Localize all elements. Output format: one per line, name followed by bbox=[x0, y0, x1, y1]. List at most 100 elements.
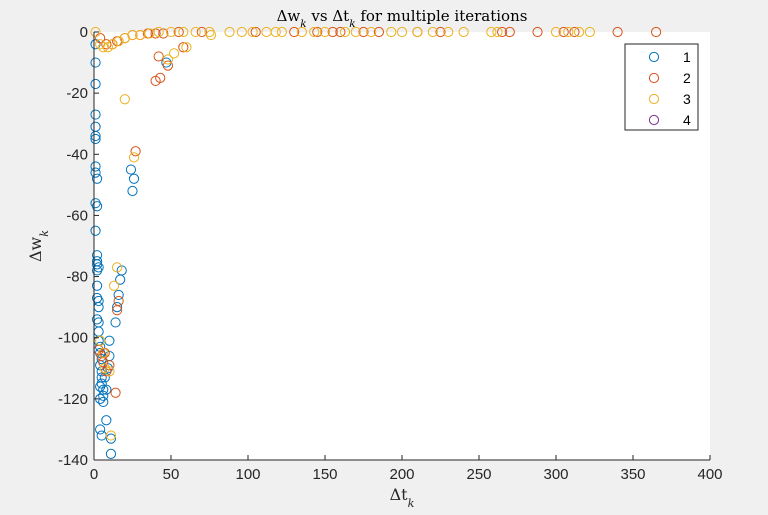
x-tick-label: 250 bbox=[466, 466, 491, 483]
data-point-series-1 bbox=[91, 173, 103, 184]
data-point-series-3 bbox=[162, 54, 174, 65]
legend-label-3: 3 bbox=[683, 91, 691, 107]
data-point-series-2 bbox=[504, 26, 515, 38]
data-point-series-1 bbox=[161, 57, 172, 68]
data-point-series-3 bbox=[112, 262, 123, 273]
data-point-series-2 bbox=[435, 26, 446, 38]
data-point-series-3 bbox=[296, 26, 307, 38]
x-tick-label: 100 bbox=[235, 466, 260, 483]
data-point-series-3 bbox=[98, 347, 109, 359]
data-point-series-3 bbox=[178, 26, 189, 38]
data-point-series-3 bbox=[339, 26, 351, 38]
data-point-series-3 bbox=[104, 366, 115, 377]
x-tick-label: 350 bbox=[620, 466, 645, 483]
data-point-series-1 bbox=[91, 314, 103, 325]
data-point-series-1 bbox=[98, 390, 109, 401]
y-tick-label: -80 bbox=[66, 269, 88, 286]
data-point-series-3 bbox=[366, 26, 377, 38]
data-point-series-2 bbox=[196, 26, 207, 38]
data-point-series-3 bbox=[309, 26, 320, 38]
data-point-series-1 bbox=[128, 173, 140, 184]
data-point-series-3 bbox=[443, 26, 454, 38]
data-point-series-3 bbox=[119, 94, 130, 105]
legend-marker-1 bbox=[648, 51, 660, 63]
data-point-series-1 bbox=[127, 185, 138, 197]
y-tick-label: -140 bbox=[58, 452, 88, 469]
y-tick-label: -40 bbox=[66, 146, 88, 163]
data-point-series-1 bbox=[90, 225, 101, 236]
y-tick-label: -60 bbox=[66, 207, 88, 224]
data-point-series-2 bbox=[358, 26, 369, 38]
data-point-series-2 bbox=[130, 146, 141, 157]
data-point-series-2 bbox=[155, 72, 166, 83]
data-point-series-1 bbox=[125, 164, 137, 175]
ticks: 0 50 100 150 200 250 300 350 400 0 -20 -40 -60 -80 -10… bbox=[58, 24, 723, 483]
legend-label-4: 4 bbox=[683, 112, 691, 128]
data-point-series-3 bbox=[205, 29, 217, 41]
data-point-series-1 bbox=[90, 57, 101, 68]
data-point-series-3 bbox=[486, 26, 497, 38]
data-point-series-3 bbox=[350, 26, 361, 38]
data-point-series-1 bbox=[105, 448, 117, 459]
data-point-series-2 bbox=[96, 350, 107, 362]
data-point-series-3 bbox=[458, 26, 469, 38]
data-point-series-2 bbox=[162, 60, 174, 71]
data-point-series-3 bbox=[563, 26, 574, 38]
y-tick-label: -100 bbox=[58, 330, 88, 347]
legend: 1 2 3 4 bbox=[624, 43, 699, 131]
data-point-series-2 bbox=[158, 28, 169, 39]
data-point-series-3 bbox=[90, 26, 101, 38]
legend-marker-2 bbox=[648, 72, 660, 84]
data-point-series-3 bbox=[113, 36, 124, 47]
data-point-series-3 bbox=[181, 42, 192, 53]
data-point-series-3 bbox=[247, 26, 258, 38]
data-point-series-3 bbox=[492, 26, 503, 38]
data-point-series-1 bbox=[95, 347, 106, 359]
data-point-series-3 bbox=[319, 26, 331, 38]
data-point-series-1 bbox=[98, 384, 109, 395]
data-point-series-3 bbox=[396, 26, 408, 38]
data-point-series-3 bbox=[153, 26, 164, 38]
data-point-series-2 bbox=[558, 26, 569, 38]
x-axis-label: Δtk bbox=[390, 485, 415, 510]
data-point-series-1 bbox=[91, 280, 103, 291]
y-tick-label: -120 bbox=[58, 391, 88, 408]
data-point-series-3 bbox=[412, 26, 423, 38]
legend-label-1: 1 bbox=[683, 49, 691, 65]
data-point-series-3 bbox=[386, 26, 397, 38]
data-point-series-1 bbox=[95, 381, 106, 392]
x-tick-label: 300 bbox=[543, 466, 568, 483]
data-point-series-3 bbox=[128, 152, 140, 163]
legend-label-2: 2 bbox=[683, 70, 691, 86]
data-point-series-2 bbox=[153, 51, 164, 62]
data-point-series-3 bbox=[276, 26, 287, 38]
data-point-series-3 bbox=[224, 26, 235, 38]
data-point-series-2 bbox=[373, 26, 384, 38]
data-point-series-3 bbox=[98, 42, 109, 53]
x-tick-label: 50 bbox=[163, 466, 180, 483]
data-point-series-3 bbox=[236, 26, 247, 38]
data-point-series-2 bbox=[101, 366, 112, 377]
data-point-series-3 bbox=[168, 48, 180, 59]
data-point-series-1 bbox=[90, 133, 101, 145]
x-tick-label: 150 bbox=[312, 466, 337, 483]
data-point-series-2 bbox=[612, 26, 623, 38]
data-point-series-1 bbox=[91, 265, 103, 276]
data-point-series-2 bbox=[532, 26, 543, 38]
data-point-series-1 bbox=[90, 109, 101, 120]
data-point-series-3 bbox=[107, 39, 118, 50]
data-point-series-3 bbox=[574, 26, 585, 38]
data-point-series-1 bbox=[90, 78, 101, 90]
chart-title: Δwk vs Δtk for multiple iterations bbox=[277, 7, 528, 30]
x-tick-label: 200 bbox=[389, 466, 414, 483]
data-point-series-1 bbox=[91, 201, 103, 212]
data-point-series-1 bbox=[98, 396, 109, 408]
series-layer bbox=[90, 26, 662, 459]
data-point-series-2 bbox=[312, 26, 323, 38]
data-point-series-3 bbox=[127, 29, 138, 41]
data-point-series-3 bbox=[204, 26, 215, 38]
data-point-series-3 bbox=[105, 430, 117, 441]
y-tick-label: -20 bbox=[66, 85, 88, 102]
data-point-series-2 bbox=[569, 26, 580, 38]
